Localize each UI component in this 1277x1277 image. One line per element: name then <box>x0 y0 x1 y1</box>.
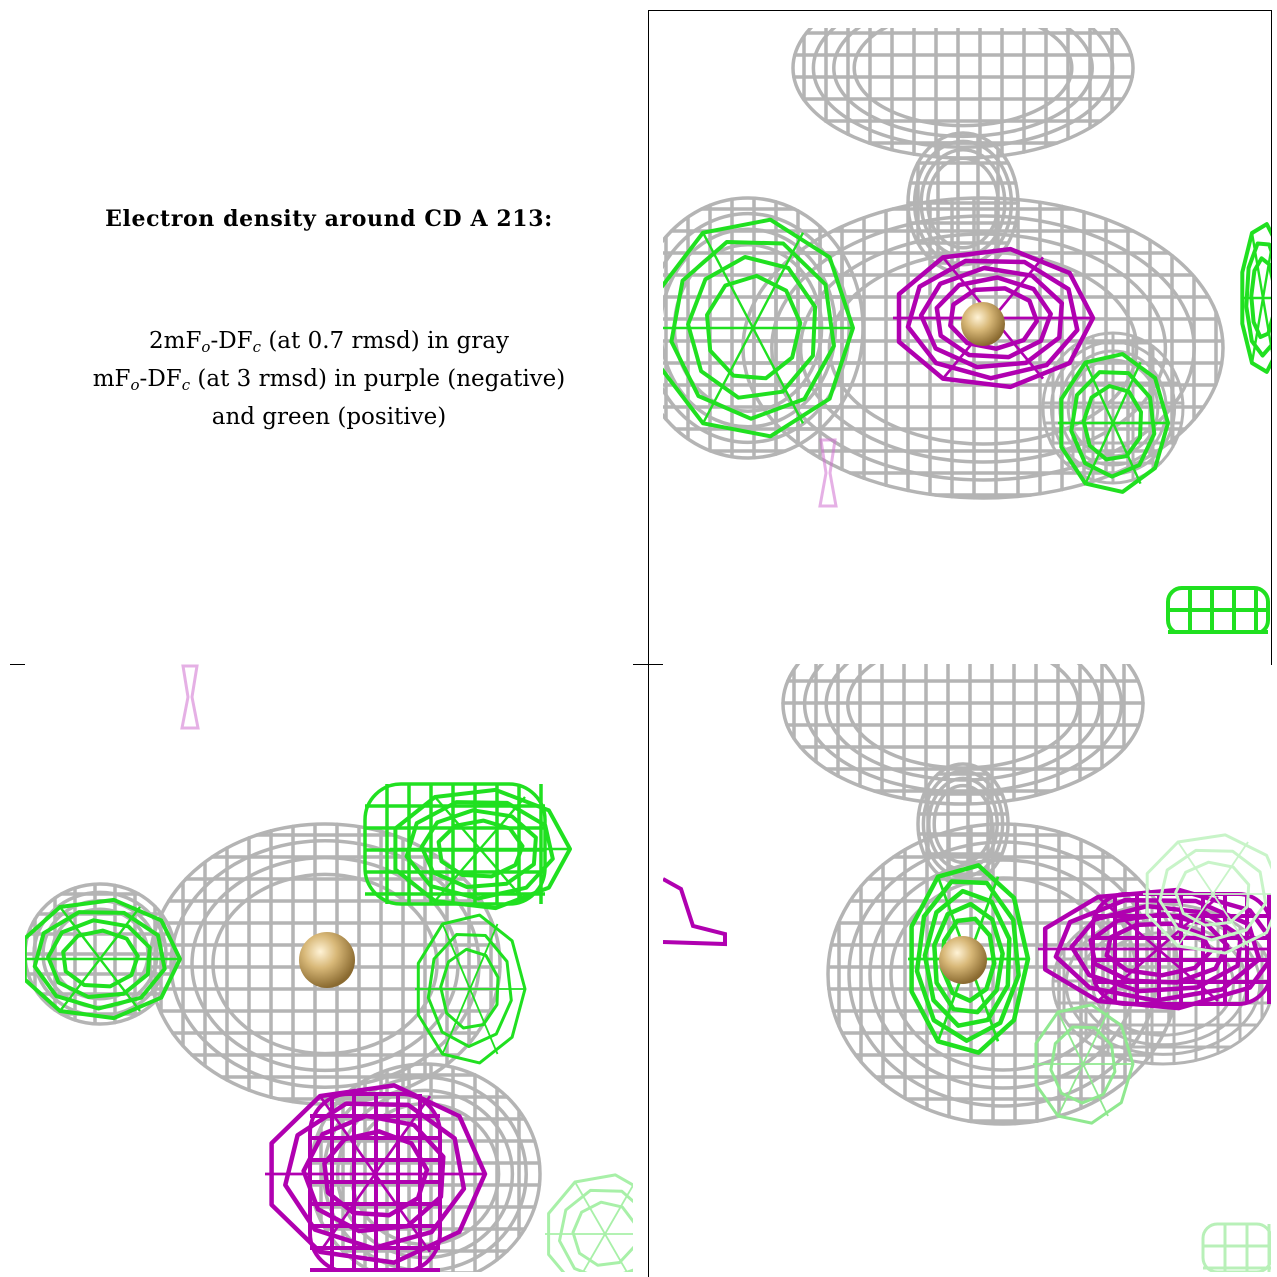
figure-title: Electron density around CD A 213: <box>105 206 553 232</box>
mesh-fofc-positive-right <box>1058 352 1170 494</box>
frame-divider-vertical <box>648 10 649 1277</box>
mesh-fofc-positive-faint <box>1143 833 1271 955</box>
mesh-fofc-positive-bottom <box>1166 586 1270 634</box>
density-view-1-canvas <box>663 28 1271 634</box>
mesh-fofc-positive-center <box>908 863 1031 1055</box>
mesh-fofc-positive-lower <box>1033 1003 1135 1125</box>
mesh-fofc-positive-faint <box>545 1173 633 1272</box>
density-view-2-canvas <box>25 664 633 1272</box>
mesh-fofc-positive-grid <box>363 782 547 906</box>
mesh-2fofc-main <box>826 822 1180 1126</box>
caption-cell: Electron density around CD A 213: 2mFo-D… <box>10 10 648 664</box>
mesh-fofc-negative-spike <box>818 438 838 508</box>
mesh-fofc-negative-spike <box>180 664 200 730</box>
density-view-3 <box>663 664 1271 1272</box>
mesh-fofc-positive-right <box>415 913 527 1065</box>
mesh-fofc-negative-grid <box>308 1092 442 1272</box>
mesh-fofc-negative-hook <box>663 877 727 947</box>
density-view-1 <box>663 28 1271 634</box>
legend-line-fofc: mFo-DFc (at 3 rmsd) in purple (negative) <box>92 366 566 394</box>
legend-text: 2mFo-DFc (at 0.7 rmsd) in gray mFo-DFc (… <box>10 322 648 436</box>
frame-divider-horizontal <box>10 664 1272 665</box>
mesh-fofc-positive-corner <box>1201 1222 1271 1272</box>
density-view-2 <box>25 664 633 1272</box>
frame-right-border <box>1271 10 1272 664</box>
cd-atom-sphere <box>299 932 355 988</box>
mesh-2fofc-upper <box>781 664 1145 806</box>
cd-atom-sphere <box>939 936 987 984</box>
density-view-3-canvas <box>663 664 1271 1272</box>
mesh-2fofc-upper <box>791 28 1135 160</box>
mesh-fofc-positive-left <box>25 897 182 1021</box>
legend-line-2fofc: 2mFo-DFc (at 0.7 rmsd) in gray <box>149 328 509 356</box>
cd-atom-sphere <box>961 302 1005 346</box>
mesh-fofc-positive-edge <box>1240 222 1271 374</box>
legend-line-colors: and green (positive) <box>211 404 447 430</box>
mesh-fofc-positive-left <box>663 217 855 439</box>
